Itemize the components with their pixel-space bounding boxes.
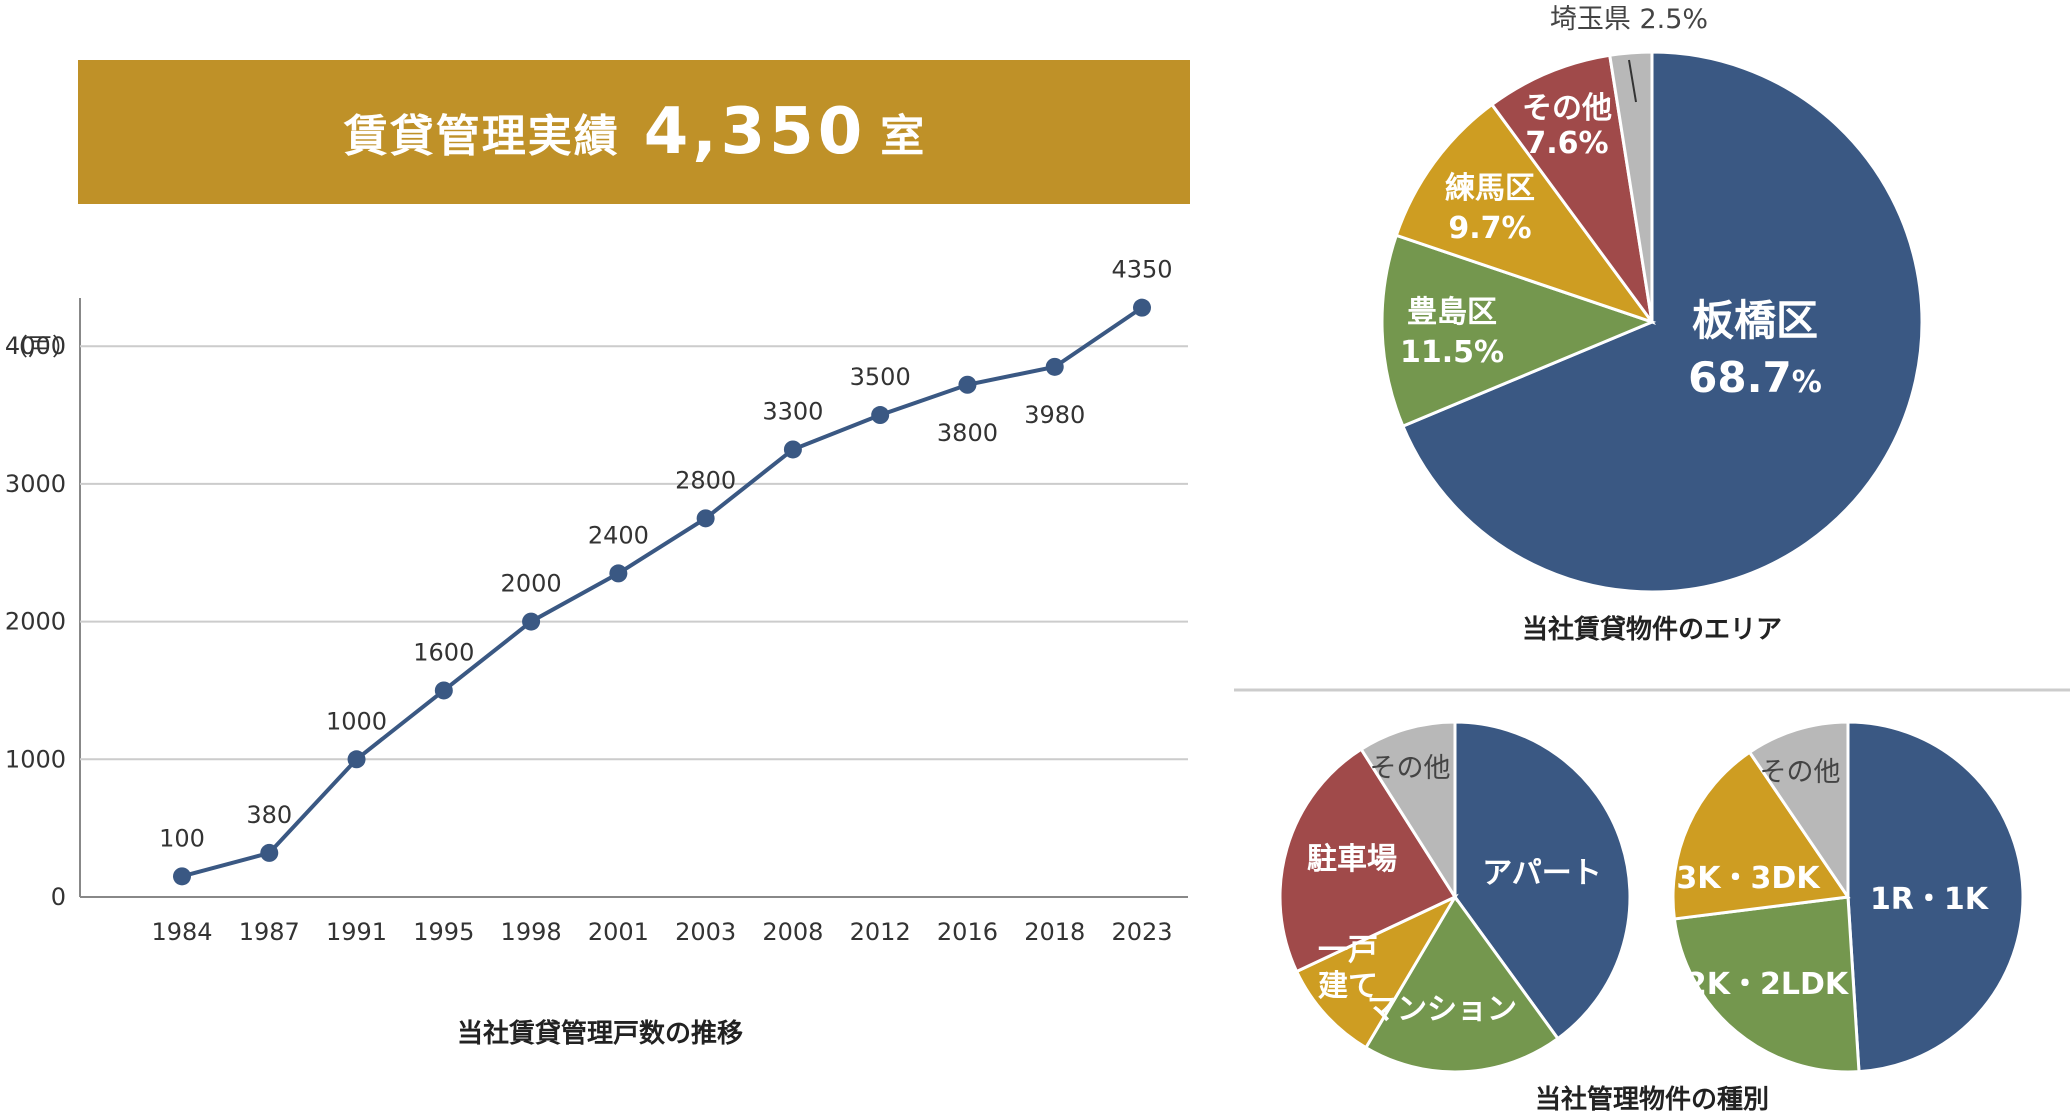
y-tick-label: 0: [51, 883, 66, 911]
data-label: 3980: [1024, 401, 1085, 429]
x-tick-label: 2003: [675, 918, 736, 946]
summary-banner: 賃貸管理実績 4,350 室: [78, 60, 1190, 204]
data-label: 100: [159, 824, 205, 852]
data-label: 2000: [501, 570, 562, 598]
slice-name: アパート: [1482, 856, 1601, 891]
type-pie-title: 当社管理物件の種別: [1535, 1084, 1769, 1115]
y-tick-label: 1000: [5, 745, 66, 773]
type-pie-slice: [1453, 720, 1632, 1041]
leader-line: [1628, 59, 1637, 103]
x-tick-label: 2001: [588, 918, 649, 946]
x-tick-label: 1984: [151, 918, 212, 946]
type-pie-slice: [1363, 894, 1560, 1074]
data-point: [696, 509, 715, 528]
slice-value: 11.5%: [1400, 335, 1504, 370]
slice-name: 豊島区: [1407, 295, 1497, 330]
data-label: 2800: [675, 466, 736, 494]
data-point: [783, 440, 802, 459]
slice-name: 1R・1K: [1870, 882, 1990, 917]
x-tick-label: 1998: [501, 918, 562, 946]
area-pie-title: 当社賃貸物件のエリア: [1522, 614, 1782, 645]
data-point: [871, 406, 890, 425]
x-tick-label: 1987: [239, 918, 300, 946]
area-pie-slice: [1394, 102, 1657, 325]
slice-value: 68.7%: [1688, 353, 1822, 402]
data-label: 1600: [413, 638, 474, 666]
type-pie-2-slice: [1672, 895, 1861, 1074]
slice-name: その他: [1370, 753, 1451, 784]
area-pie-slice: [1608, 50, 1654, 323]
slice-name: 2K・2LDK: [1686, 967, 1850, 1002]
slice-name: 駐車場: [1307, 842, 1397, 877]
slice-value: 7.6%: [1525, 126, 1608, 161]
x-tick-label: 2023: [1111, 918, 1172, 946]
slice-name: マンション: [1367, 992, 1517, 1027]
area-pie-slice: [1380, 233, 1657, 429]
type-pie-slice: [1294, 893, 1459, 1050]
data-label: 3800: [937, 419, 998, 447]
series-line: [181, 305, 1144, 879]
data-point: [1045, 357, 1064, 376]
data-point: [434, 681, 453, 700]
type-pie-2-slice: [1747, 720, 1850, 902]
data-label: 380: [246, 801, 292, 829]
type-pie-2-slice: [1846, 720, 2025, 1074]
data-point: [1133, 298, 1151, 317]
type-pie-2-slice: [1671, 750, 1851, 921]
x-tick-label: 2008: [762, 918, 823, 946]
slice-name: 一戸建て: [1318, 933, 1378, 1004]
data-point: [958, 375, 977, 394]
banner-value: 4,350: [643, 95, 867, 169]
slice-name: 練馬区: [1445, 171, 1535, 206]
y-tick-label: 2000: [5, 608, 66, 636]
y-axis-unit: （戸）: [4, 333, 76, 361]
y-tick-label: 4000: [5, 332, 66, 360]
slice-value: 9.7%: [1448, 211, 1531, 246]
slice-name: 3K・3DK: [1676, 861, 1821, 896]
banner-title: 賃貸管理実績: [343, 111, 620, 162]
x-tick-label: 2012: [850, 918, 911, 946]
x-tick-label: 1991: [326, 918, 387, 946]
data-label: 3500: [850, 363, 911, 391]
line-chart-title: 当社賃貸管理戸数の推移: [457, 1018, 743, 1049]
slice-name: その他: [1522, 91, 1612, 126]
data-label: 1000: [326, 707, 387, 735]
data-label: 4350: [1111, 256, 1172, 284]
slice-callout: 埼玉県 2.5%: [1550, 4, 1708, 35]
data-point: [347, 750, 366, 769]
type-pie-slice: [1359, 720, 1457, 903]
banner-unit: 室: [880, 111, 925, 162]
data-label: 3300: [762, 397, 823, 425]
y-tick-label: 3000: [5, 470, 66, 498]
type-pie-slice: [1278, 747, 1458, 974]
x-tick-label: 2018: [1024, 918, 1085, 946]
data-label: 2400: [588, 521, 649, 549]
data-point: [173, 867, 191, 886]
slice-name: 板橋区: [1692, 296, 1818, 345]
data-point: [260, 843, 279, 862]
slice-name: その他: [1760, 757, 1841, 788]
data-point: [609, 564, 628, 583]
area-pie-slice: [1489, 53, 1654, 323]
area-pie-slice: [1400, 50, 1924, 594]
x-tick-label: 1995: [413, 918, 474, 946]
data-point: [522, 612, 541, 631]
x-tick-label: 2016: [937, 918, 998, 946]
